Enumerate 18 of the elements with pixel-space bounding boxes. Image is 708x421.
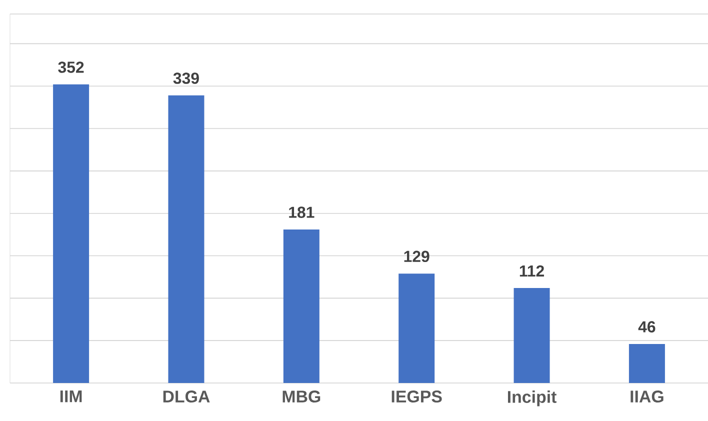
- bar: [398, 274, 435, 383]
- data-label: 46: [638, 321, 656, 332]
- data-label: 339: [173, 72, 199, 84]
- data-label: 181: [289, 206, 314, 218]
- x-tick-label: Incipit: [508, 390, 557, 406]
- x-tick-label: IIAG: [630, 390, 664, 403]
- bar: [53, 84, 90, 383]
- data-label: 129: [404, 250, 430, 262]
- bar: [283, 229, 320, 383]
- bar: [514, 288, 550, 383]
- bar: [628, 344, 665, 383]
- data-label: 352: [58, 62, 84, 73]
- x-tick-label: IIM: [60, 390, 82, 402]
- bar: [168, 95, 204, 383]
- data-label: 112: [520, 265, 544, 276]
- x-tick-label: MBG: [282, 390, 320, 403]
- x-tick-label: DLGA: [163, 390, 210, 403]
- x-tick-label: IEGPS: [392, 390, 442, 403]
